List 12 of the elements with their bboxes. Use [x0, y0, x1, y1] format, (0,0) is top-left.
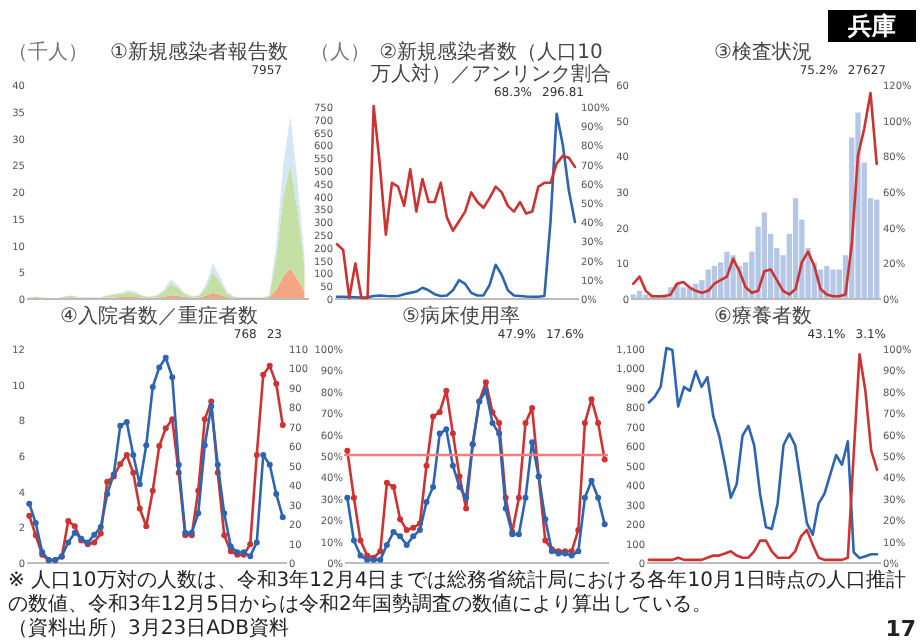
y-axis-title: （人） — [310, 42, 370, 64]
text: ※ 人口10万対の人数は、令和3年12月4日までは総務省統計局における各年10月1日時点の人口推計の数値、令和3年12月5日からは令和2年国勢調査の数値により算出している。 — [8, 570, 908, 617]
chart-title: ⑤病床使用率 — [400, 306, 522, 328]
chart-title: ②新規感染者数（人口10万人対）／アンリンク割合 — [370, 42, 612, 86]
y-axis-title: （千人） — [8, 42, 88, 64]
text: （資料出所）3月23日ADB資料 — [8, 618, 289, 640]
text: 兵庫 — [828, 10, 916, 42]
text: 17 — [885, 616, 916, 640]
chart-title: ①新規感染者報告数 — [108, 42, 290, 64]
chart-title: ③検査状況 — [712, 42, 814, 64]
chart-title: ④入院者数／重症者数 — [58, 306, 260, 328]
chart-title: ⑥療養者数 — [712, 306, 814, 328]
